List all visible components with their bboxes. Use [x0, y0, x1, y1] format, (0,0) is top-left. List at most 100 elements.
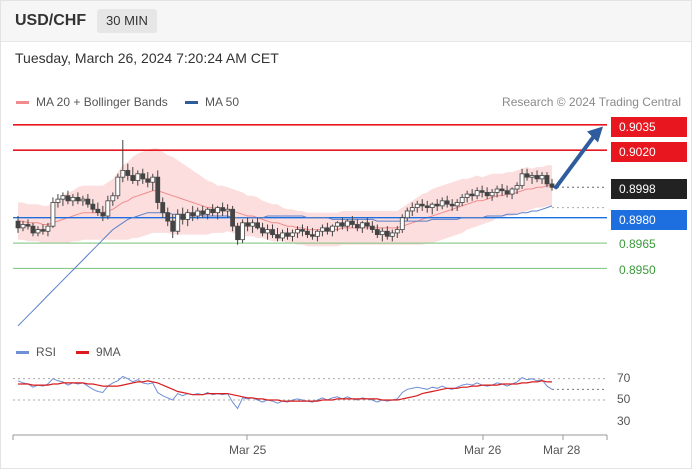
last-price-tag: 0.8998 [611, 179, 687, 199]
candle-up [150, 176, 156, 183]
candle-down [15, 220, 21, 229]
support-label-0-8950: 0.8950 [619, 263, 656, 277]
candle-up [20, 224, 26, 229]
candle-up [519, 173, 525, 187]
header-bar: USD/CHF 30 MIN [1, 1, 691, 42]
candle-down [285, 232, 290, 237]
candle-down [230, 208, 235, 227]
rsi-swatch [16, 350, 29, 354]
candle-down [504, 190, 510, 195]
candle-up [494, 188, 500, 193]
candle-down [449, 203, 455, 207]
candle-down [245, 222, 250, 227]
candle-down [479, 190, 485, 193]
candle-down [434, 203, 440, 207]
candle-up [50, 202, 56, 227]
candle-down [524, 173, 530, 178]
candle-up [439, 200, 445, 207]
candle-down [95, 208, 101, 214]
candle-down [325, 227, 330, 232]
timeframe-badge[interactable]: 30 MIN [97, 9, 157, 33]
candle-up [115, 176, 121, 197]
candle-down [145, 178, 151, 183]
candle-down [424, 205, 430, 208]
candle-up [205, 208, 211, 215]
candle-down [549, 183, 555, 188]
candle-up [320, 227, 325, 232]
forecast-arrow-head [587, 126, 603, 143]
legend-rsi: RSI [16, 345, 56, 359]
candle-down [534, 175, 540, 180]
candle-down [130, 175, 136, 181]
candle-up [240, 222, 245, 241]
candle-down [544, 175, 550, 185]
legend-bollinger-label: MA 20 + Bollinger Bands [36, 95, 168, 109]
legend-ma50-label: MA 50 [205, 95, 240, 109]
candle-up [404, 210, 410, 219]
legend-9ma-label: 9MA [96, 345, 121, 359]
candle-up [454, 202, 460, 207]
candle-down [300, 229, 305, 232]
timestamp: Tuesday, March 26, 2024 7:20:24 AM CET [15, 50, 279, 66]
legend-rsi-label: RSI [36, 345, 57, 359]
candle-down [235, 225, 240, 241]
candle-up [175, 213, 181, 232]
candle-up [330, 225, 335, 232]
level-tag-0-9035: 0.9035 [611, 117, 687, 137]
candle-down [25, 224, 31, 227]
candle-up [80, 198, 86, 202]
candle-down [160, 202, 166, 214]
candle-down [200, 210, 206, 215]
candle-down [419, 203, 425, 207]
candle-down [85, 198, 91, 205]
candle-down [444, 200, 450, 205]
candle-up [265, 229, 270, 234]
candle-up [489, 191, 495, 197]
candle-up [55, 198, 61, 203]
candle-down [310, 234, 315, 237]
candle-down [125, 170, 131, 176]
candle-down [354, 224, 360, 229]
candle-down [155, 176, 161, 203]
candle-up [414, 203, 420, 208]
candle-down [255, 222, 260, 229]
candle-up [215, 207, 221, 214]
candle-down [210, 208, 216, 214]
candle-up [110, 195, 116, 202]
candle-up [60, 195, 66, 200]
candle-up [529, 175, 535, 178]
ma50-line [17, 205, 553, 327]
candle-up [290, 232, 295, 237]
candle-down [170, 220, 176, 232]
candle-down [30, 225, 36, 234]
candle-down [384, 230, 390, 237]
candle-up [225, 208, 231, 212]
x-tick-mar-25: Mar 25 [229, 443, 267, 457]
candle-down [484, 191, 490, 197]
symbol-title: USD/CHF [15, 12, 87, 29]
candle-up [344, 220, 350, 227]
level-tag-0-9020: 0.9020 [611, 142, 687, 162]
candle-up [539, 175, 545, 180]
rsi-line [17, 375, 553, 410]
candle-up [399, 217, 405, 230]
x-tick-mar-26: Mar 26 [464, 443, 502, 457]
bollinger-swatch [16, 100, 29, 104]
candle-down [190, 212, 196, 217]
candle-down [220, 207, 226, 212]
candle-up [185, 212, 191, 220]
candle-down [65, 195, 71, 202]
candle-down [75, 197, 81, 202]
pivot-tag: 0.8980 [611, 210, 687, 230]
candle-down [499, 188, 505, 192]
candle-up [394, 229, 400, 234]
ma9-swatch [76, 350, 89, 354]
candle-up [509, 188, 515, 195]
candle-up [120, 170, 126, 178]
candle-up [105, 200, 111, 217]
candle-up [474, 190, 480, 197]
ma50-swatch [185, 100, 198, 104]
candle-down [349, 220, 355, 225]
